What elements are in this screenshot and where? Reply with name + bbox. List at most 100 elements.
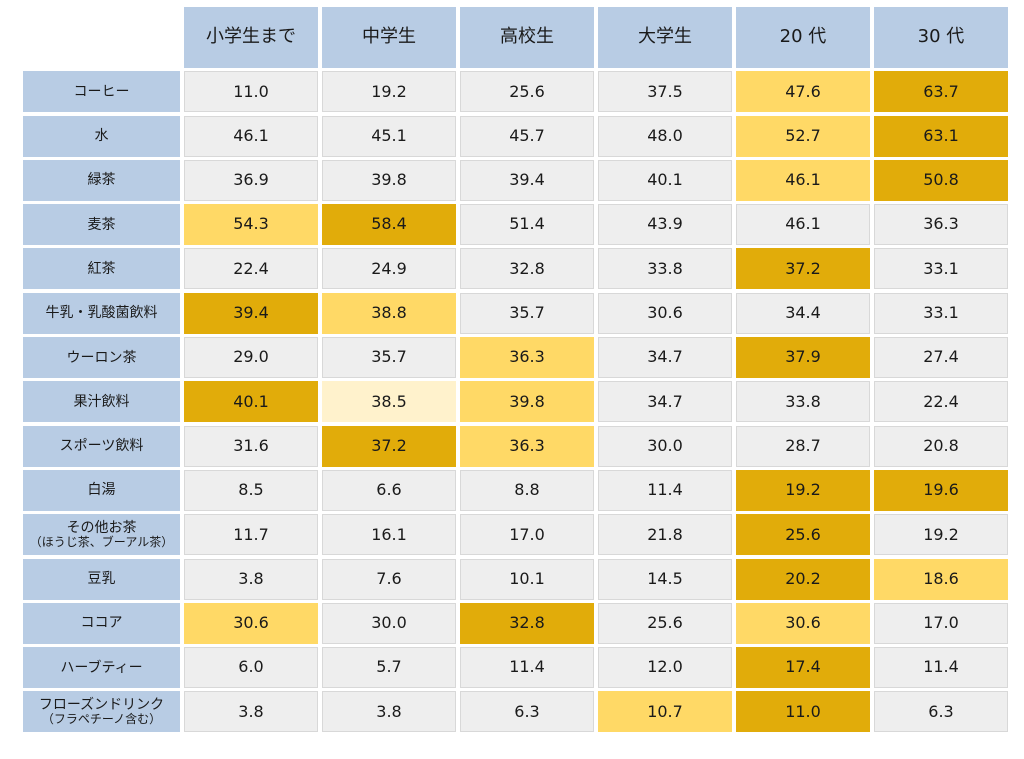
table-cell: 12.0	[598, 647, 732, 689]
table-cell: 19.2	[736, 469, 870, 511]
table-cell: 3.8	[184, 558, 318, 600]
row-header-label: ハーブティー	[60, 659, 143, 676]
table-cell: 8.8	[460, 469, 594, 511]
table-cell: 24.9	[322, 248, 456, 290]
row-header-label: ココア	[80, 615, 123, 632]
table-cell: 10.7	[598, 691, 732, 733]
row-header-label: 緑茶	[87, 172, 116, 189]
table-cell: 20.8	[874, 425, 1008, 467]
table-cell: 37.2	[322, 425, 456, 467]
table-cell: 30.6	[736, 602, 870, 644]
table-cell: 46.1	[184, 115, 318, 157]
table-cell: 16.1	[322, 514, 456, 556]
table-cell: 45.7	[460, 115, 594, 157]
table-cell: 51.4	[460, 204, 594, 246]
table-cell: 11.4	[460, 647, 594, 689]
table-cell: 47.6	[736, 71, 870, 113]
row-header: 紅茶	[23, 248, 180, 290]
table-cell: 10.1	[460, 558, 594, 600]
table-cell: 8.5	[184, 469, 318, 511]
row-header: 白湯	[23, 469, 180, 511]
table-cell: 36.3	[874, 204, 1008, 246]
table-cell: 37.5	[598, 71, 732, 113]
table-cell: 38.5	[322, 381, 456, 423]
table-cell: 7.6	[322, 558, 456, 600]
row-header-label: コーヒー	[73, 83, 130, 100]
table-cell: 11.7	[184, 514, 318, 556]
table-cell: 22.4	[874, 381, 1008, 423]
table-cell: 46.1	[736, 159, 870, 201]
row-header: 緑茶	[23, 159, 180, 201]
table-cell: 30.0	[322, 602, 456, 644]
table-cell: 45.1	[322, 115, 456, 157]
row-header-label: フローズンドリンク	[38, 697, 165, 713]
row-header: その他お茶 （ほうじ茶、ブーアル茶）	[23, 514, 180, 556]
row-header: ウーロン茶	[23, 337, 180, 379]
table-cell: 48.0	[598, 115, 732, 157]
row-header-label: ウーロン茶	[66, 349, 137, 366]
table-cell: 37.9	[736, 337, 870, 379]
table-cell: 58.4	[322, 204, 456, 246]
table-cell: 36.3	[460, 337, 594, 379]
row-header-label: スポーツ飲料	[59, 438, 144, 455]
table-cell: 20.2	[736, 558, 870, 600]
table-cell: 3.8	[322, 691, 456, 733]
table-cell: 17.0	[874, 602, 1008, 644]
row-header-label: 紅茶	[87, 260, 116, 277]
table-cell: 25.6	[736, 514, 870, 556]
table-cell: 46.1	[736, 204, 870, 246]
row-header: 麦茶	[23, 204, 180, 246]
column-header: 20 代	[736, 7, 870, 68]
table-cell: 63.1	[874, 115, 1008, 157]
table-cell: 6.0	[184, 647, 318, 689]
table-cell: 36.9	[184, 159, 318, 201]
table-cell: 38.8	[322, 292, 456, 334]
row-header-label: 麦茶	[87, 216, 116, 233]
column-header: 小学生まで	[184, 7, 318, 68]
row-header-label: その他お茶	[66, 519, 137, 536]
table-cell: 27.4	[874, 337, 1008, 379]
table-cell: 34.7	[598, 381, 732, 423]
table-cell: 6.3	[874, 691, 1008, 733]
table-cell: 32.8	[460, 602, 594, 644]
table-cell: 14.5	[598, 558, 732, 600]
table-cell: 34.4	[736, 292, 870, 334]
table-cell: 11.0	[184, 71, 318, 113]
table-cell: 30.0	[598, 425, 732, 467]
table-cell: 11.4	[598, 469, 732, 511]
table-cell: 5.7	[322, 647, 456, 689]
column-header: 中学生	[322, 7, 456, 68]
table-cell: 40.1	[184, 381, 318, 423]
table-cell: 32.8	[460, 248, 594, 290]
table-cell: 54.3	[184, 204, 318, 246]
table-corner	[23, 7, 180, 68]
row-header: フローズンドリンク （フラペチーノ含む）	[23, 691, 180, 733]
table-cell: 21.8	[598, 514, 732, 556]
row-header: スポーツ飲料	[23, 425, 180, 467]
table-cell: 39.4	[184, 292, 318, 334]
row-header-label: 牛乳・乳酸菌飲料	[45, 305, 158, 322]
table-cell: 39.8	[322, 159, 456, 201]
table-cell: 6.3	[460, 691, 594, 733]
table-cell: 34.7	[598, 337, 732, 379]
row-header-label: 水	[94, 128, 109, 145]
table-cell: 37.2	[736, 248, 870, 290]
row-header-label: 豆乳	[87, 571, 116, 588]
table-cell: 19.2	[874, 514, 1008, 556]
column-header: 高校生	[460, 7, 594, 68]
table-cell: 63.7	[874, 71, 1008, 113]
table-cell: 33.1	[874, 292, 1008, 334]
column-header: 30 代	[874, 7, 1008, 68]
table-cell: 43.9	[598, 204, 732, 246]
table-cell: 30.6	[184, 602, 318, 644]
table-cell: 19.2	[322, 71, 456, 113]
row-header: 豆乳	[23, 558, 180, 600]
table-cell: 31.6	[184, 425, 318, 467]
table-cell: 33.1	[874, 248, 1008, 290]
table-cell: 39.4	[460, 159, 594, 201]
column-header: 大学生	[598, 7, 732, 68]
row-header-label: 白湯	[87, 482, 116, 499]
row-header: ココア	[23, 602, 180, 644]
row-header: ハーブティー	[23, 647, 180, 689]
table-cell: 25.6	[598, 602, 732, 644]
